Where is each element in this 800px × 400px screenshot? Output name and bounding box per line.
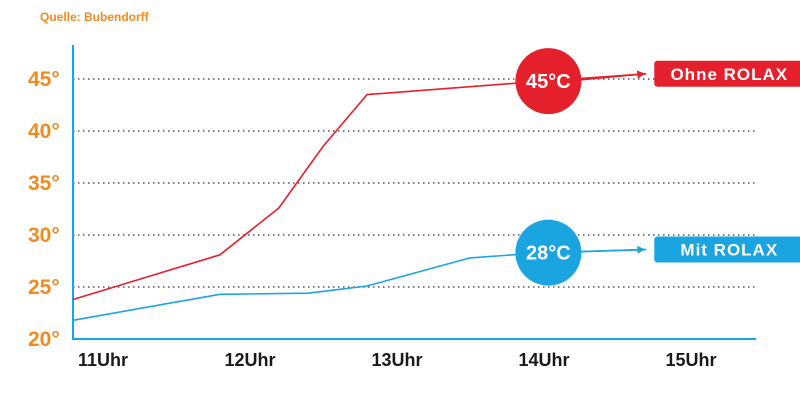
value-bubble-label-0: 45°C <box>526 71 571 93</box>
annotations: 45°C Ohne ROLAX 28°C Mit ROLAX <box>515 48 800 286</box>
arrow-0 <box>578 70 646 81</box>
source-note: Quelle: Bubendorff <box>40 10 150 24</box>
x-tick-13Uhr: 13Uhr <box>371 350 422 370</box>
x-tick-11Uhr: 11Uhr <box>78 350 128 370</box>
legend-tag-label-0: Ohne ROLAX <box>670 65 788 84</box>
legend-tag-label-1: Mit ROLAX <box>680 241 778 260</box>
x-tick-14Uhr: 14Uhr <box>518 350 569 370</box>
axes <box>72 45 756 340</box>
arrow-1 <box>578 245 646 254</box>
y-tick-30: 30° <box>28 224 60 247</box>
x-tick-12Uhr: 12Uhr <box>224 350 275 370</box>
x-tick-15Uhr: 15Uhr <box>665 350 716 370</box>
y-tick-35: 35° <box>28 172 60 195</box>
value-bubble-0 <box>515 48 582 115</box>
y-tick-25: 25° <box>28 276 60 299</box>
legend-tag-1 <box>654 236 800 263</box>
value-bubble-1 <box>515 219 582 286</box>
y-tick-40: 40° <box>28 120 60 143</box>
value-bubble-label-1: 28°C <box>526 243 571 265</box>
y-tick-20: 20° <box>28 328 60 351</box>
y-tick-labels: 20° 25° 30° 35° 40° 45° <box>28 68 60 351</box>
grid <box>73 78 756 288</box>
x-tick-labels: 11Uhr 12Uhr 13Uhr 14Uhr 15Uhr <box>78 350 717 370</box>
legend-tag-0 <box>654 60 800 87</box>
y-tick-45: 45° <box>28 68 60 91</box>
